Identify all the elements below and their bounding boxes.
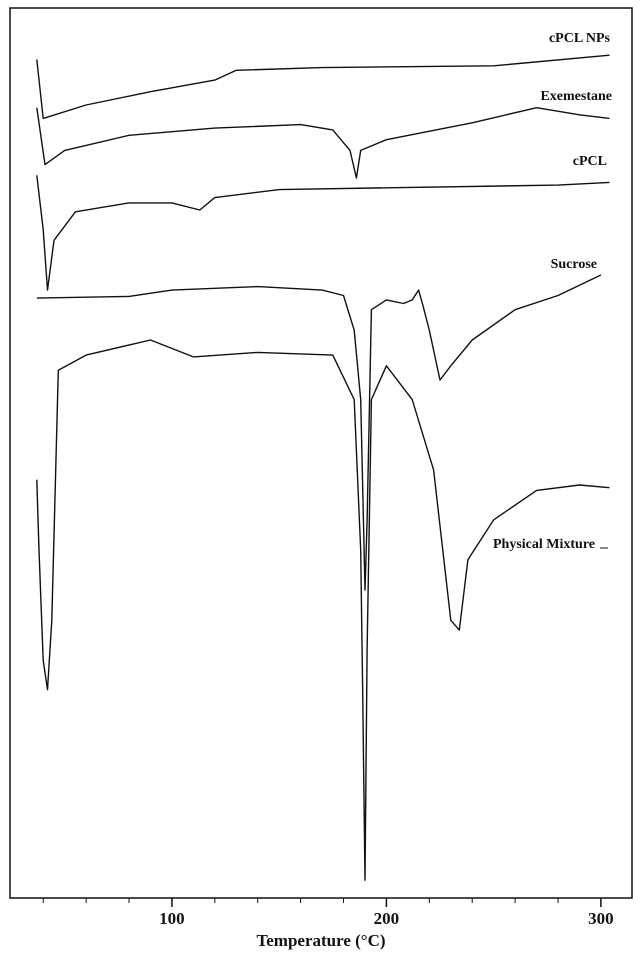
series-label: Physical Mixture <box>493 537 595 552</box>
thermogram-line <box>36 175 610 291</box>
x-axis-label: Temperature (°C) <box>256 931 385 950</box>
thermogram-line <box>36 274 602 591</box>
series-label: Sucrose <box>551 257 597 272</box>
x-tick-label: 300 <box>588 909 614 928</box>
plot-frame <box>9 7 633 899</box>
thermogram-line <box>36 339 610 881</box>
series-label: Exemestane <box>540 89 612 104</box>
series-label: cPCL NPs <box>549 31 611 46</box>
thermogram-line <box>36 54 610 120</box>
thermogram-line <box>36 107 610 179</box>
series-label: cPCL <box>573 154 607 169</box>
x-tick-label: 200 <box>374 909 400 928</box>
x-tick-label: 100 <box>159 909 185 928</box>
